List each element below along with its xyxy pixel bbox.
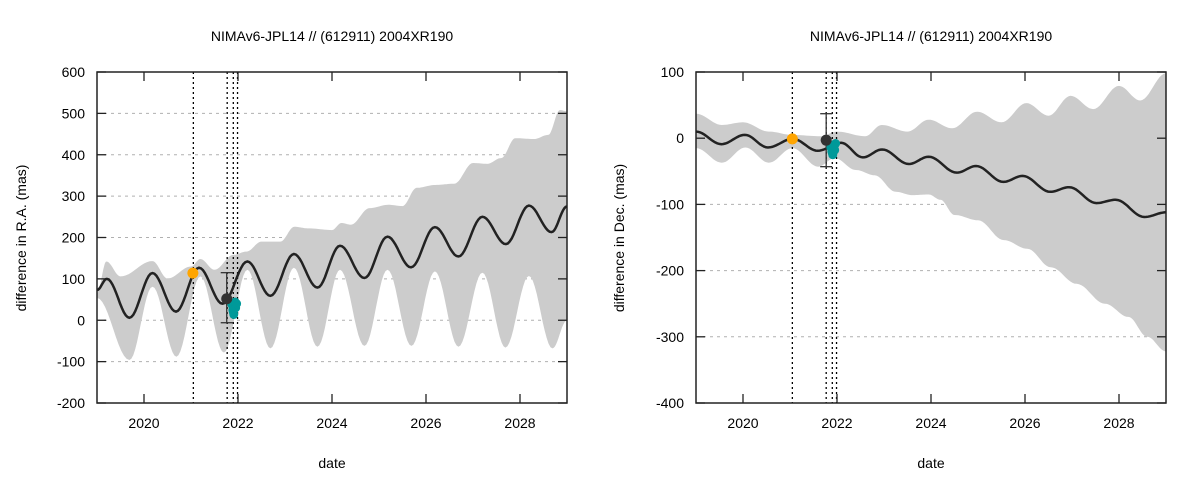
- y-tick-label: 600: [62, 64, 86, 80]
- y-axis-label: difference in Dec. (mas): [611, 164, 627, 312]
- y-tick-label: 100: [62, 271, 86, 287]
- uncertainty-band: [696, 73, 1166, 352]
- orange-data-point: [187, 267, 199, 279]
- orbit-data-point: [221, 293, 233, 305]
- y-tick-label: 400: [62, 147, 86, 163]
- y-tick-label: 100: [661, 64, 685, 80]
- x-axis-label: date: [318, 455, 345, 471]
- x-tick-label: 2024: [915, 415, 946, 431]
- y-tick-label: 300: [62, 188, 86, 204]
- y-tick-label: 0: [77, 312, 85, 328]
- ra-chart: NIMAv6-JPL14 // (612911) 2004XR190 date …: [13, 28, 568, 471]
- y-tick-label: -200: [656, 263, 684, 279]
- x-tick-label: 2020: [128, 415, 159, 431]
- y-tick-label: 0: [676, 130, 684, 146]
- y-tick-label: 200: [62, 230, 86, 246]
- y-axis-label: difference in R.A. (mas): [13, 165, 29, 312]
- model-curve: [97, 204, 567, 320]
- x-axis-label: date: [917, 455, 944, 471]
- x-tick-label: 2028: [1103, 415, 1134, 431]
- model-curve: [696, 130, 1166, 219]
- y-tick-label: 500: [62, 105, 86, 121]
- x-tick-label: 2028: [504, 415, 535, 431]
- orbit-data-point: [820, 134, 832, 146]
- teal-data-point: [228, 307, 238, 317]
- teal-data-point: [829, 141, 839, 151]
- chart-title: NIMAv6-JPL14 // (612911) 2004XR190: [810, 28, 1053, 44]
- chart-title: NIMAv6-JPL14 // (612911) 2004XR190: [211, 28, 454, 44]
- y-tick-label: -100: [656, 196, 684, 212]
- x-tick-label: 2020: [727, 415, 758, 431]
- x-tick-label: 2022: [821, 415, 852, 431]
- plot-area: [696, 72, 1166, 403]
- x-tick-label: 2026: [1009, 415, 1040, 431]
- x-tick-label: 2026: [410, 415, 441, 431]
- y-tick-label: -100: [57, 354, 85, 370]
- dec-chart: NIMAv6-JPL14 // (612911) 2004XR190 date …: [611, 28, 1167, 471]
- x-tick-label: 2022: [222, 415, 253, 431]
- orange-data-point: [786, 133, 798, 145]
- teal-data-point: [230, 297, 240, 307]
- y-tick-label: -400: [656, 395, 684, 411]
- plot-area: [97, 72, 567, 403]
- uncertainty-band: [97, 110, 567, 360]
- y-tick-label: -300: [656, 329, 684, 345]
- x-tick-label: 2024: [316, 415, 347, 431]
- y-tick-label: -200: [57, 395, 85, 411]
